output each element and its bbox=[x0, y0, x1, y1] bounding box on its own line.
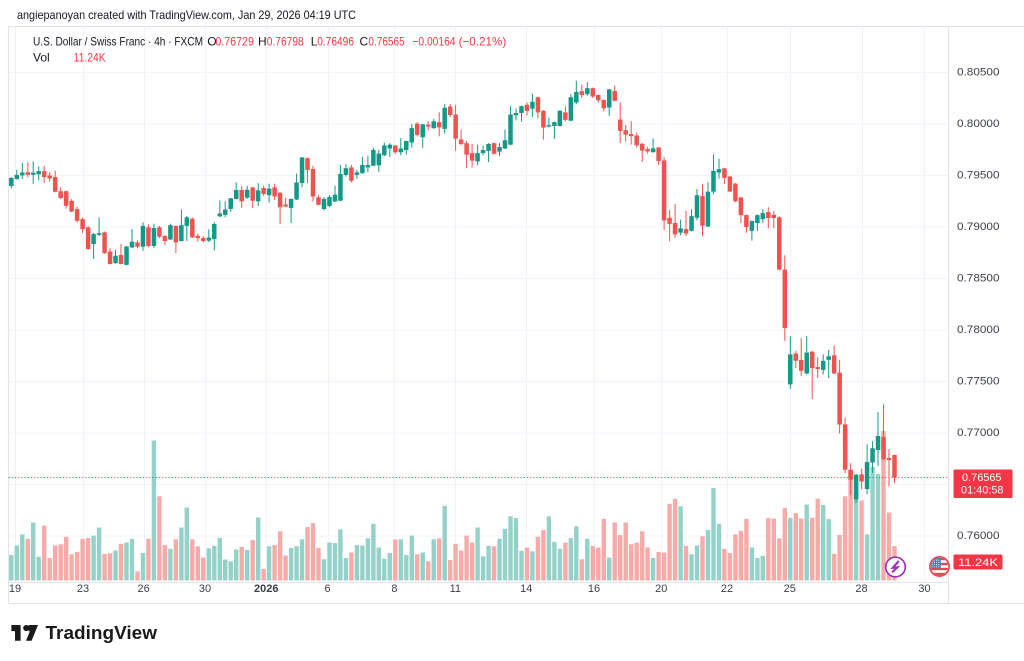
svg-text:0.78000: 0.78000 bbox=[957, 324, 1000, 336]
svg-text:8: 8 bbox=[391, 583, 397, 595]
svg-text:C: C bbox=[360, 35, 369, 49]
svg-text:20: 20 bbox=[655, 583, 667, 595]
svg-text:−0.00164: −0.00164 bbox=[412, 35, 455, 49]
svg-text:0.77500: 0.77500 bbox=[957, 376, 1000, 388]
svg-text:28: 28 bbox=[855, 583, 867, 595]
svg-text:11: 11 bbox=[450, 583, 461, 595]
svg-text:H: H bbox=[258, 35, 267, 49]
svg-text:0.80000: 0.80000 bbox=[957, 118, 1000, 130]
svg-text:2026: 2026 bbox=[254, 583, 278, 595]
svg-text:22: 22 bbox=[721, 583, 733, 595]
svg-text:30: 30 bbox=[199, 583, 211, 595]
svg-text:01:40:58: 01:40:58 bbox=[961, 485, 1004, 497]
svg-text:25: 25 bbox=[784, 583, 796, 595]
svg-text:0.78500: 0.78500 bbox=[957, 273, 1000, 285]
svg-text:26: 26 bbox=[137, 583, 149, 595]
svg-text:0.80500: 0.80500 bbox=[957, 67, 1000, 79]
svg-text:11.24K: 11.24K bbox=[74, 51, 106, 65]
svg-text:0.76798: 0.76798 bbox=[267, 35, 304, 49]
svg-text:0.76000: 0.76000 bbox=[957, 530, 1000, 542]
svg-text:L: L bbox=[311, 35, 318, 49]
svg-text:TradingView: TradingView bbox=[46, 622, 158, 643]
svg-text:Vol: Vol bbox=[33, 51, 50, 65]
svg-text:0.76565: 0.76565 bbox=[962, 472, 1002, 484]
svg-text:6: 6 bbox=[324, 583, 330, 595]
svg-text:0.76496: 0.76496 bbox=[317, 35, 354, 49]
svg-text:0.76565: 0.76565 bbox=[368, 35, 405, 49]
svg-text:19: 19 bbox=[9, 583, 21, 595]
svg-text:30: 30 bbox=[918, 583, 930, 595]
svg-text:O: O bbox=[207, 35, 216, 49]
svg-text:0.77000: 0.77000 bbox=[957, 427, 1000, 439]
svg-text:0.79500: 0.79500 bbox=[957, 170, 1000, 182]
svg-text:angiepanoyan created with Trad: angiepanoyan created with TradingView.co… bbox=[17, 8, 356, 22]
svg-text:11.24K: 11.24K bbox=[958, 557, 999, 569]
svg-text:0.76729: 0.76729 bbox=[215, 35, 254, 49]
svg-text:23: 23 bbox=[77, 583, 89, 595]
svg-text:16: 16 bbox=[588, 583, 600, 595]
svg-text:(−0.21%): (−0.21%) bbox=[459, 35, 507, 49]
svg-text:14: 14 bbox=[520, 583, 532, 595]
svg-text:0.79000: 0.79000 bbox=[957, 221, 1000, 233]
svg-text:U.S. Dollar / Swiss Franc · 4h: U.S. Dollar / Swiss Franc · 4h · FXCM bbox=[33, 35, 203, 49]
